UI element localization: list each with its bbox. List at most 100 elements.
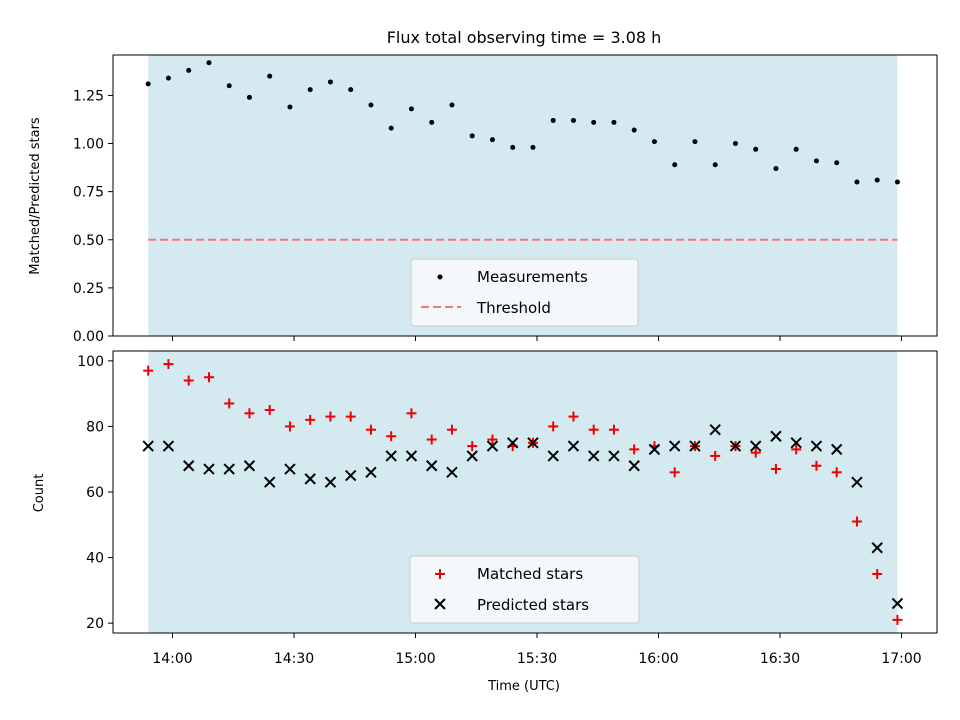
predicted-star-point xyxy=(810,440,823,452)
measurement-point xyxy=(307,87,313,93)
measurement-point xyxy=(712,162,718,168)
top-plot-frame xyxy=(112,54,938,337)
matched-star-point xyxy=(791,444,802,455)
measurement-point xyxy=(651,139,657,145)
predicted-star-point xyxy=(547,450,559,462)
predicted-star-point xyxy=(365,466,377,479)
measurement-point xyxy=(854,179,860,185)
matched-star-point xyxy=(588,424,599,435)
predicted-star-point xyxy=(628,460,640,472)
matched-star-point xyxy=(365,424,376,435)
matched-stars-series xyxy=(143,359,903,625)
matched-star-point xyxy=(710,450,721,461)
measurement-point xyxy=(753,146,759,152)
predicted-star-point xyxy=(587,450,600,462)
y-tick-label: 20 xyxy=(86,616,104,632)
measurement-point xyxy=(429,119,435,125)
matched-star-point xyxy=(831,467,842,478)
predicted-star-point xyxy=(486,440,499,452)
predicted-star-point xyxy=(446,466,458,479)
y-tick-label: 0.00 xyxy=(73,329,104,345)
predicted-star-point xyxy=(142,440,154,452)
y-tick-label: 0.75 xyxy=(73,185,104,201)
measurement-point xyxy=(631,127,637,133)
predicted-star-point xyxy=(709,423,721,436)
predicted-star-point xyxy=(466,450,478,462)
y-tick-label: 100 xyxy=(77,354,104,370)
predicted-star-point xyxy=(749,440,762,452)
predicted-star-point xyxy=(162,440,175,452)
measurement-point xyxy=(408,106,414,112)
measurement-point xyxy=(368,102,374,108)
measurement-point xyxy=(287,104,293,110)
y-tick-label: 0.50 xyxy=(73,233,104,249)
predicted-star-point xyxy=(263,476,276,488)
predicted-star-point xyxy=(830,443,843,456)
matched-star-point xyxy=(446,424,457,435)
measurement-point xyxy=(773,166,779,172)
predicted-stars-series xyxy=(142,423,904,610)
x-tick-label: 15:30 xyxy=(517,651,557,667)
measurement-point xyxy=(834,160,840,166)
bottom-legend-box xyxy=(409,555,640,624)
predicted-star-point xyxy=(385,450,397,462)
matched-star-point xyxy=(851,516,862,527)
predicted-star-point xyxy=(324,476,337,488)
predicted-star-point xyxy=(668,440,681,452)
x-axis-label: Time (UTC) xyxy=(487,679,560,694)
matched-star-point xyxy=(629,444,640,455)
matched-star-point xyxy=(203,372,214,383)
predicted-star-point xyxy=(891,597,904,610)
bottom-legend: Matched stars Predicted stars xyxy=(409,555,640,624)
measurement-point xyxy=(469,133,475,139)
measurement-point xyxy=(510,144,516,150)
matched-star-point xyxy=(426,434,437,445)
measurement-point xyxy=(692,139,698,145)
measurement-point xyxy=(186,67,192,73)
measurement-point xyxy=(550,117,556,123)
matched-star-point xyxy=(284,421,295,432)
matched-star-point xyxy=(669,467,680,478)
measurement-point xyxy=(348,87,354,93)
measurement-point xyxy=(894,179,900,185)
matched-star-point xyxy=(143,365,154,376)
top-legend-box xyxy=(410,258,639,327)
matched-star-point xyxy=(487,434,498,445)
predicted-star-point xyxy=(182,460,195,472)
x-tick-label: 16:00 xyxy=(638,651,678,667)
predicted-star-point xyxy=(790,437,802,449)
predicted-star-point xyxy=(506,437,519,449)
x-tick-label: 14:00 xyxy=(152,651,192,667)
matched-star-point xyxy=(224,398,235,409)
matched-star-point xyxy=(163,359,174,370)
predicted-star-point xyxy=(770,430,782,442)
top-legend: Measurements Threshold xyxy=(410,258,639,327)
bottom-plot-frame xyxy=(112,350,938,634)
measurement-point xyxy=(611,119,617,125)
predicted-star-point xyxy=(425,460,438,472)
predicted-star-point xyxy=(851,476,863,488)
measurement-point xyxy=(267,73,273,79)
measurement-point xyxy=(246,94,252,100)
matched-star-point xyxy=(608,424,619,435)
matched-star-point xyxy=(892,614,903,625)
y-tick-label: 80 xyxy=(86,419,104,435)
predicted-star-point xyxy=(405,450,418,462)
predicted-star-point xyxy=(527,437,539,449)
bottom-x-axis: 14:00 14:30 15:00 15:30 16:00 16:30 17:00 xyxy=(152,633,922,667)
y-tick-label: 1.25 xyxy=(73,88,104,104)
matched-star-point xyxy=(568,411,579,422)
matched-star-point xyxy=(750,447,761,458)
measurement-point xyxy=(591,119,597,125)
bottom-y-label: Count xyxy=(32,474,47,513)
predicted-star-point xyxy=(284,463,296,475)
x-tick-label: 14:30 xyxy=(274,651,314,667)
x-tick-label: 15:00 xyxy=(395,651,435,667)
top-y-axis: 0.00 0.25 0.50 0.75 1.00 1.25 xyxy=(73,88,113,345)
chart-title: Flux total observing time = 3.08 h xyxy=(387,28,662,47)
matched-star-point xyxy=(548,421,559,432)
predicted-star-point xyxy=(567,440,580,452)
predicted-star-point xyxy=(243,460,256,472)
predicted-star-point xyxy=(729,440,742,452)
